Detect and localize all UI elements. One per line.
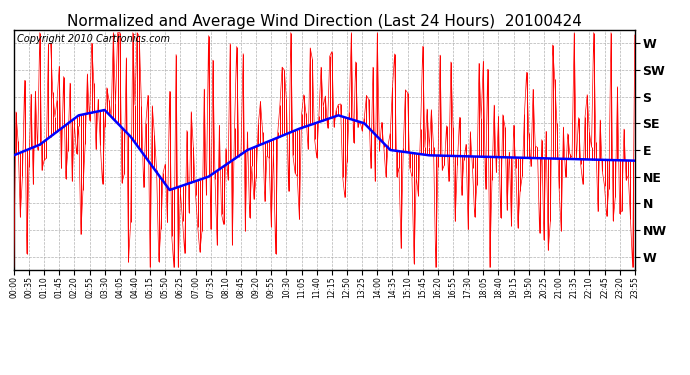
Text: Copyright 2010 Cartronics.com: Copyright 2010 Cartronics.com [17, 34, 170, 44]
Title: Normalized and Average Wind Direction (Last 24 Hours)  20100424: Normalized and Average Wind Direction (L… [67, 14, 582, 29]
